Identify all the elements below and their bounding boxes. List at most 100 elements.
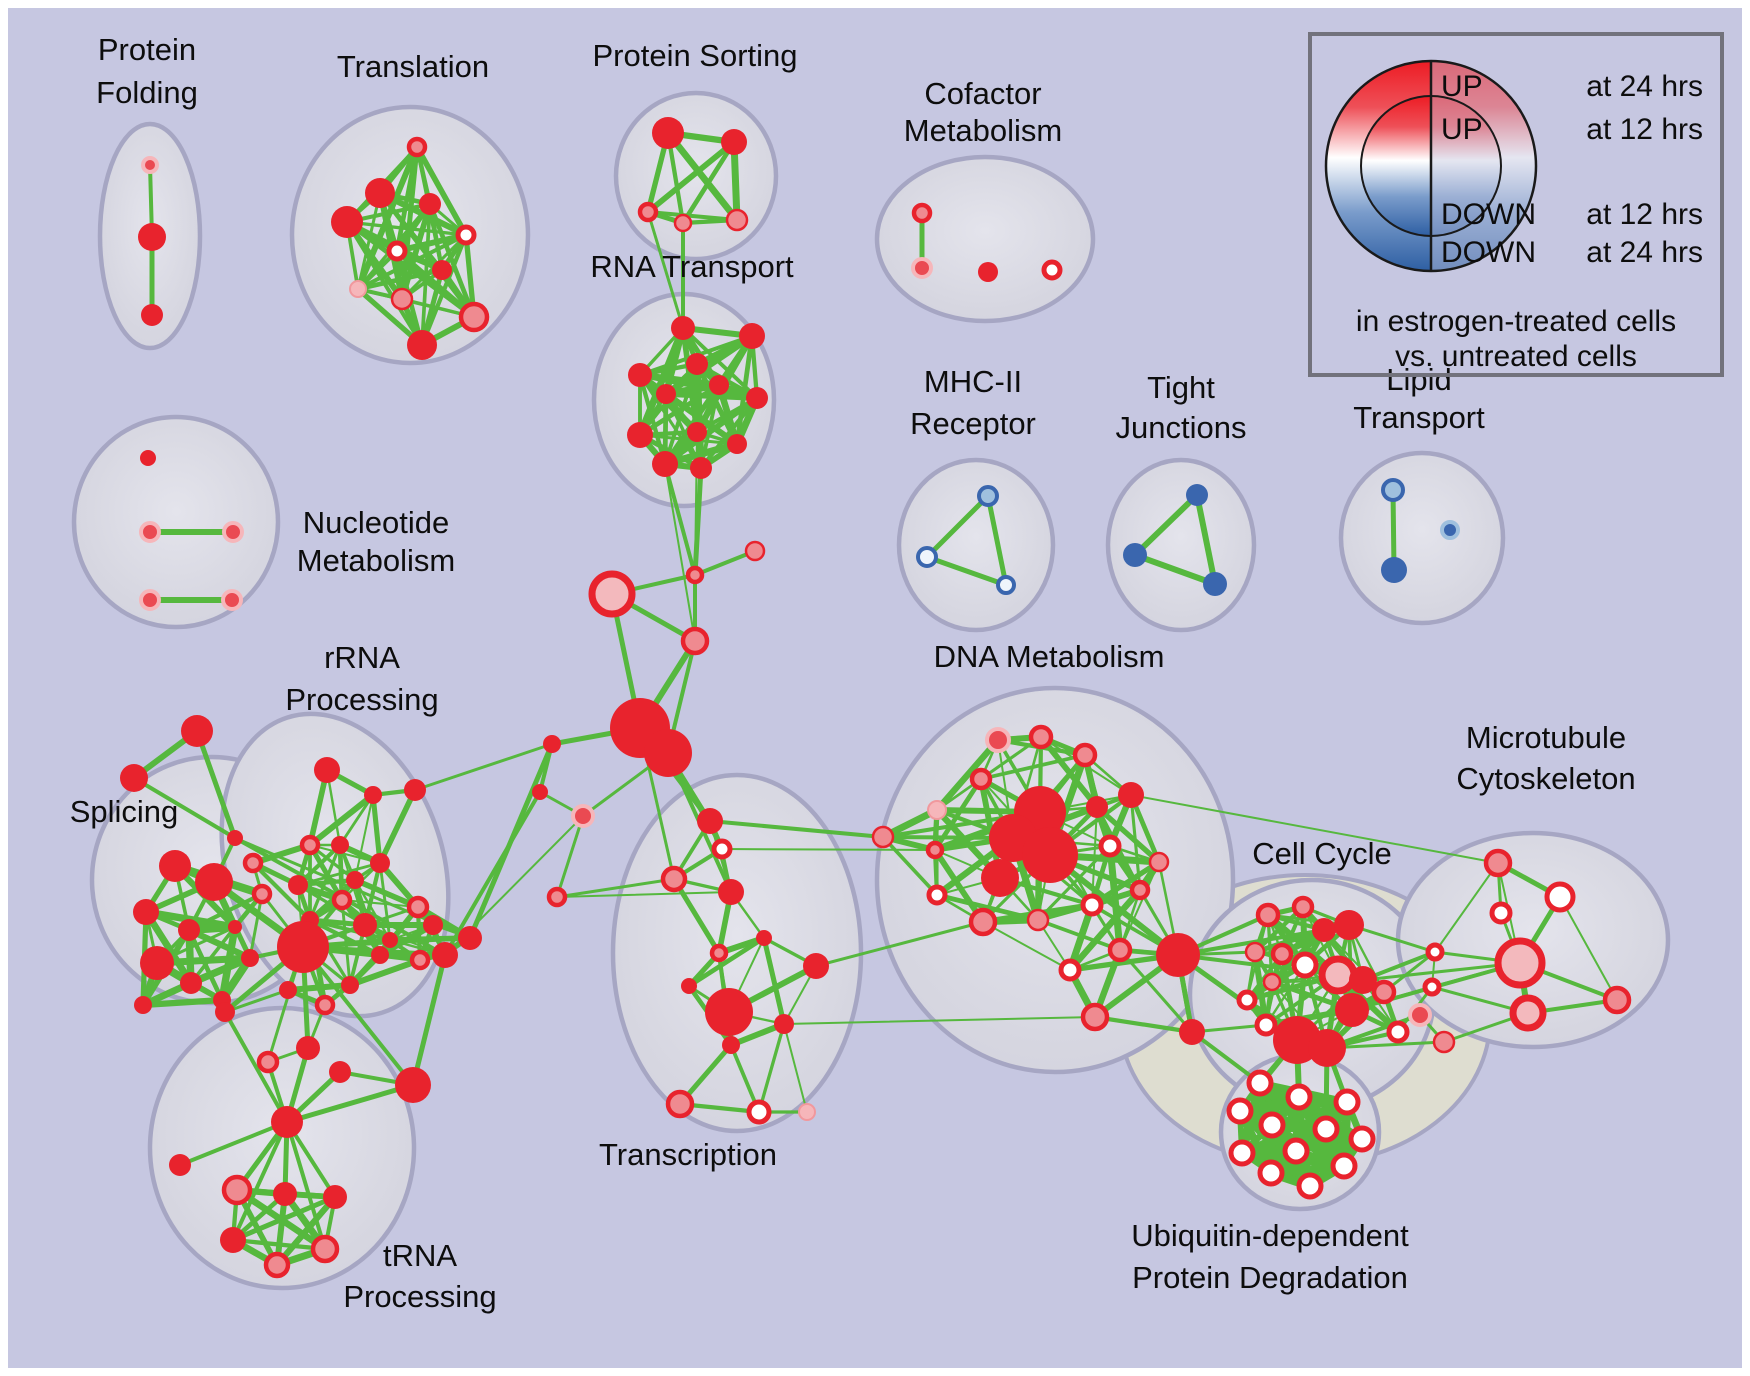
node-pf3 — [141, 304, 163, 326]
edge-dm9-dm15 — [1094, 804, 1162, 865]
node-rr4 — [331, 836, 349, 854]
edge-tn10-tn13 — [273, 1193, 339, 1269]
node-tg1 — [181, 715, 213, 747]
edge-tg1-tg3 — [194, 728, 238, 841]
node-cc15 — [1335, 993, 1369, 1027]
node-rt10 — [727, 434, 747, 454]
cluster-label-rt-line0: RNA Transport — [590, 249, 794, 284]
node-tr6 — [386, 240, 408, 262]
node-dm9 — [1086, 796, 1108, 818]
node-dm13 — [981, 859, 1019, 897]
cluster-label-cc-line0: Cell Cycle — [1252, 836, 1392, 871]
node-cf4 — [1041, 259, 1063, 281]
node-tn11 — [220, 1227, 246, 1253]
edge-rr5-rr9 — [309, 844, 381, 864]
node-rr1 — [314, 757, 340, 783]
edge-rr2-rr4 — [338, 793, 375, 847]
node-nm5 — [221, 589, 243, 611]
edge-tj1-tj3 — [1194, 492, 1218, 587]
node-tx11 — [774, 1014, 794, 1034]
edge-mt1-mt4 — [1434, 862, 1499, 953]
cluster-label-mh-line0: MHC-II — [924, 364, 1022, 399]
node-dm6 — [871, 825, 895, 849]
edge-tx2-dm7 — [721, 848, 936, 851]
node-dm16 — [1129, 879, 1151, 901]
node-cc2 — [1291, 895, 1315, 919]
node-dm17 — [1080, 893, 1104, 917]
node-tn6 — [271, 1106, 303, 1138]
cluster-label-rr-line0: rRNA — [324, 640, 400, 675]
legend-down-24-label: DOWN — [1441, 236, 1536, 269]
node-ub6 — [1312, 1115, 1340, 1143]
node-mh2 — [916, 546, 938, 568]
edge-dm1-dm5 — [933, 736, 1002, 814]
cluster-label-tn-line0: tRNA — [383, 1238, 457, 1273]
node-tx9 — [803, 953, 829, 979]
node-ub1 — [1246, 1069, 1274, 1097]
edge-tr6-tr10 — [394, 248, 477, 320]
legend: UP at 24 hrs UP at 12 hrs DOWN at 12 hrs… — [1308, 32, 1724, 377]
edge-tx6-tx8 — [686, 935, 767, 989]
node-ch4 — [680, 626, 710, 656]
node-tr8 — [349, 280, 367, 298]
node-cc5 — [1291, 951, 1319, 979]
edge-tx3-tx7 — [671, 876, 722, 956]
node-sp5 — [140, 946, 174, 980]
node-mt4 — [1425, 942, 1445, 962]
edge-rt7-rt12 — [698, 395, 760, 471]
node-rt11 — [652, 451, 678, 477]
node-sp7 — [134, 996, 152, 1014]
cluster-labels-layer: Protein Folding Translation Protein Sorting… — [70, 32, 1636, 1314]
edge-tx6-tx11 — [761, 935, 787, 1027]
node-tj2 — [1123, 543, 1147, 567]
edge-mh1-mh3 — [985, 493, 1009, 588]
node-rr21 — [279, 981, 297, 999]
cluster-label-cf-line0: Cofactor — [924, 76, 1041, 111]
edge-rt4-rt11 — [637, 372, 668, 467]
legend-down-12-label: DOWN — [1441, 198, 1536, 231]
edge-tg2-tg3 — [132, 776, 237, 840]
node-mt9 — [1408, 1003, 1432, 1027]
edge-ps2-ps5 — [730, 138, 741, 224]
cluster-label-tr-line0: Translation — [337, 49, 489, 84]
edge-cc7-mt4 — [1347, 923, 1437, 954]
edge-dm7-dm24 — [932, 847, 986, 925]
node-tr3 — [419, 193, 441, 215]
node-cc17 — [1386, 1020, 1410, 1044]
node-dm14 — [1098, 834, 1122, 858]
node-sp6 — [180, 972, 202, 994]
node-dm23 — [1179, 1019, 1205, 1045]
edge-tj1-tj2 — [1132, 492, 1200, 558]
edge-tx9-dm24 — [814, 920, 985, 968]
nodes-layer — [120, 117, 1632, 1279]
node-rt8 — [627, 422, 653, 448]
edge-tr4-tr5 — [345, 220, 468, 237]
node-dm18 — [1026, 908, 1050, 932]
node-sp1 — [159, 850, 191, 882]
node-rr19 — [458, 926, 482, 950]
edge-dm16-dm20 — [1066, 886, 1144, 974]
edge-rt11-ch1 — [663, 462, 697, 577]
node-cc14 — [1308, 1029, 1346, 1067]
node-ch1 — [685, 565, 705, 585]
edge-rr8-rr14 — [352, 877, 421, 910]
node-ps4 — [673, 213, 693, 233]
edge-rr2-rr9 — [370, 792, 383, 866]
node-mt3 — [1489, 901, 1513, 925]
edge-tr5-tr6 — [394, 232, 469, 254]
node-dm2 — [1028, 724, 1054, 750]
edge-dm18-dm25 — [934, 892, 1041, 923]
node-ch2 — [744, 540, 766, 562]
node-rr18 — [432, 942, 458, 968]
node-tx4 — [718, 879, 744, 905]
node-sp2 — [195, 863, 233, 901]
node-cc9 — [1349, 966, 1377, 994]
edge-lb2-rr18 — [443, 790, 542, 957]
edge-dm14-dm18 — [1036, 844, 1112, 922]
edge-tr1-tr5 — [414, 144, 469, 238]
node-rr16 — [371, 946, 389, 964]
node-cc16 — [1371, 979, 1397, 1005]
node-ps5 — [725, 208, 749, 232]
cluster-label-tj-line1: Junctions — [1116, 410, 1247, 445]
legend-up-12-time: at 12 hrs — [1586, 113, 1703, 146]
